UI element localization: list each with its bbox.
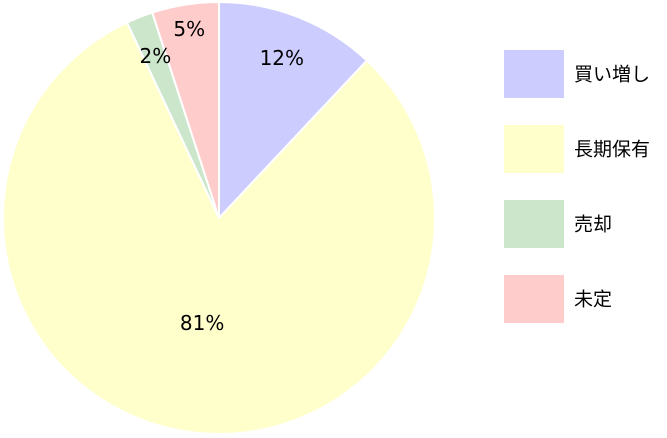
legend-label: 売却 (574, 214, 612, 236)
slice-label: 81% (180, 311, 224, 335)
legend-swatch (504, 200, 564, 248)
slice-label: 2% (140, 44, 172, 68)
slice-label: 12% (260, 46, 304, 70)
legend-swatch (504, 50, 564, 98)
slice-label: 5% (173, 17, 205, 41)
pie-slice (150, 0, 220, 219)
legend-label: 買い増し (574, 64, 650, 86)
legend-swatch (504, 125, 564, 173)
legend-label: 未定 (574, 289, 612, 311)
legend-label: 長期保有 (574, 139, 650, 161)
legend-swatch (504, 275, 564, 323)
pie-slice (218, 0, 369, 221)
pie-slice (2, 21, 436, 435)
